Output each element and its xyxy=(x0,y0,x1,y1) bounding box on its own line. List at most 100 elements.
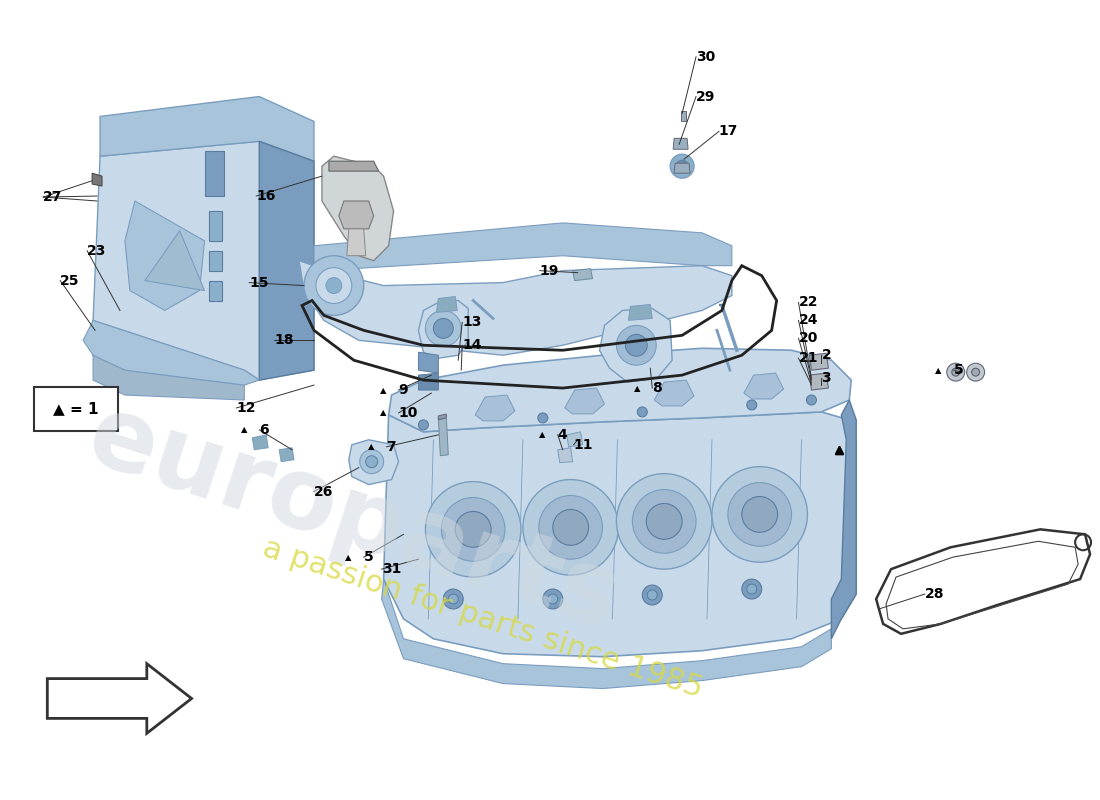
Polygon shape xyxy=(573,269,593,281)
Text: 19: 19 xyxy=(540,264,559,278)
Polygon shape xyxy=(94,142,313,380)
Circle shape xyxy=(947,363,965,381)
Circle shape xyxy=(747,584,757,594)
Polygon shape xyxy=(260,142,313,380)
Polygon shape xyxy=(600,309,672,382)
Circle shape xyxy=(522,479,618,575)
Circle shape xyxy=(538,413,548,423)
Polygon shape xyxy=(47,664,191,734)
Polygon shape xyxy=(314,223,732,269)
Polygon shape xyxy=(681,111,686,122)
Circle shape xyxy=(741,579,761,599)
Text: 9: 9 xyxy=(398,383,408,397)
Text: 22: 22 xyxy=(799,295,818,310)
Text: ▲: ▲ xyxy=(539,430,546,439)
Circle shape xyxy=(441,498,505,561)
Text: 20: 20 xyxy=(799,331,818,346)
Polygon shape xyxy=(209,211,222,241)
Polygon shape xyxy=(252,435,268,450)
Circle shape xyxy=(642,585,662,605)
Text: ▲: ▲ xyxy=(345,553,352,562)
Polygon shape xyxy=(94,321,244,400)
Text: ▲: ▲ xyxy=(381,386,386,394)
Text: 10: 10 xyxy=(398,406,418,420)
Text: 14: 14 xyxy=(462,338,482,352)
Text: ▲: ▲ xyxy=(368,442,375,451)
Polygon shape xyxy=(418,301,469,358)
Polygon shape xyxy=(92,173,102,186)
Text: 27: 27 xyxy=(43,190,63,204)
Text: 17: 17 xyxy=(719,124,738,138)
Circle shape xyxy=(326,278,342,294)
Polygon shape xyxy=(84,321,260,385)
Text: 24: 24 xyxy=(799,314,818,327)
Circle shape xyxy=(626,334,647,356)
Text: 28: 28 xyxy=(925,587,945,601)
Polygon shape xyxy=(438,416,449,456)
Polygon shape xyxy=(628,305,652,321)
Text: 21: 21 xyxy=(799,351,818,366)
Circle shape xyxy=(426,482,521,577)
Text: 6: 6 xyxy=(260,423,268,437)
Text: 12: 12 xyxy=(236,401,256,415)
Text: 18: 18 xyxy=(274,334,294,347)
Text: ▲: ▲ xyxy=(935,366,942,374)
Text: ▲: ▲ xyxy=(241,426,248,434)
Polygon shape xyxy=(673,138,689,150)
Polygon shape xyxy=(322,156,394,261)
Text: 3: 3 xyxy=(822,371,830,385)
Text: 25: 25 xyxy=(60,274,79,288)
Circle shape xyxy=(747,400,757,410)
Circle shape xyxy=(616,474,712,569)
Text: 7: 7 xyxy=(386,440,396,454)
Circle shape xyxy=(418,420,428,430)
Circle shape xyxy=(449,594,459,604)
Text: 23: 23 xyxy=(87,244,107,258)
Polygon shape xyxy=(382,579,832,689)
Text: 4: 4 xyxy=(558,428,568,442)
Polygon shape xyxy=(654,380,694,406)
Circle shape xyxy=(647,590,657,600)
Polygon shape xyxy=(418,352,438,373)
Polygon shape xyxy=(810,354,828,370)
Polygon shape xyxy=(346,229,365,256)
Circle shape xyxy=(426,310,461,346)
Circle shape xyxy=(542,589,563,609)
Circle shape xyxy=(539,495,603,559)
Text: 15: 15 xyxy=(250,275,268,290)
Polygon shape xyxy=(558,448,573,462)
Circle shape xyxy=(670,154,694,178)
Polygon shape xyxy=(279,448,294,462)
Polygon shape xyxy=(339,201,374,229)
Text: 26: 26 xyxy=(314,485,333,498)
Circle shape xyxy=(443,589,463,609)
Circle shape xyxy=(433,318,453,338)
Text: 13: 13 xyxy=(462,315,482,330)
Polygon shape xyxy=(674,163,690,173)
Circle shape xyxy=(806,395,816,405)
Circle shape xyxy=(455,511,491,547)
Polygon shape xyxy=(299,261,732,355)
Polygon shape xyxy=(564,388,605,414)
Text: 31: 31 xyxy=(382,562,402,576)
Polygon shape xyxy=(145,231,205,290)
Polygon shape xyxy=(384,412,856,657)
Polygon shape xyxy=(205,151,224,196)
Circle shape xyxy=(304,256,364,315)
Text: 16: 16 xyxy=(256,189,276,203)
Text: 2: 2 xyxy=(822,348,832,362)
Circle shape xyxy=(712,466,807,562)
Circle shape xyxy=(548,594,558,604)
Circle shape xyxy=(728,482,792,546)
Text: 8: 8 xyxy=(652,381,662,395)
Text: ▲ = 1: ▲ = 1 xyxy=(54,402,99,417)
Circle shape xyxy=(616,326,657,365)
Polygon shape xyxy=(566,432,583,446)
Polygon shape xyxy=(329,162,378,171)
Circle shape xyxy=(553,510,588,546)
Circle shape xyxy=(637,407,647,417)
Text: 11: 11 xyxy=(574,438,593,452)
Circle shape xyxy=(632,490,696,554)
Circle shape xyxy=(741,497,778,532)
Polygon shape xyxy=(744,373,783,399)
